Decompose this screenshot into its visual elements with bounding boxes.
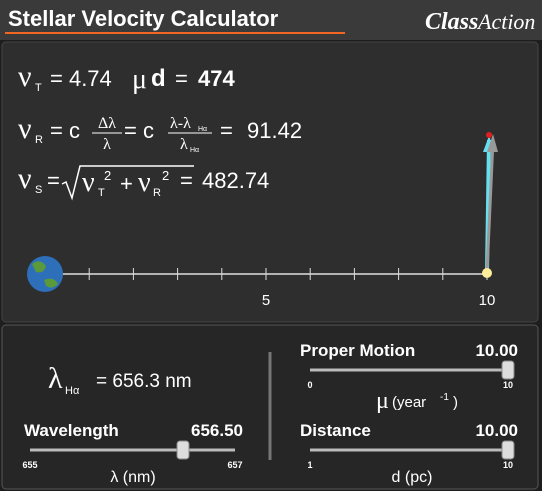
unit: (year [392, 394, 426, 411]
fraction-den: λ [103, 136, 111, 153]
unit: d (pc) [392, 469, 433, 486]
subscript: R [35, 134, 43, 146]
fraction-den: λ [180, 136, 188, 153]
formula-text: = c [124, 118, 154, 143]
result: 474 [198, 66, 235, 91]
sqrt-sign [61, 165, 194, 201]
formula-text: = c [50, 118, 80, 143]
scale-label: 10 [479, 292, 496, 309]
d: d [151, 65, 166, 92]
earth [27, 256, 63, 292]
distance-scale [45, 268, 488, 280]
arrow-head [487, 134, 498, 152]
subscript: Hα [198, 126, 207, 133]
slider-value: 10.00 [475, 421, 518, 440]
exponent: 2 [104, 168, 111, 183]
slider-label: Proper Motion [300, 341, 415, 360]
formula-text: = [180, 168, 193, 193]
result: 482.74 [202, 168, 269, 193]
main-panel [1, 41, 539, 323]
slider-thumb[interactable] [501, 360, 515, 380]
exponent: 2 [162, 168, 169, 183]
fraction-num: λ-λ [170, 115, 191, 132]
slider-thumb[interactable] [501, 440, 515, 460]
symbol: ν [18, 60, 32, 93]
symbol: ν [82, 167, 95, 198]
slider-label: Distance [300, 421, 371, 440]
unit: λ (nm) [110, 469, 155, 486]
unit: ) [453, 394, 458, 411]
scale-label: 5 [262, 292, 270, 309]
slider-min: 0 [307, 380, 312, 390]
symbol: ν [18, 162, 32, 195]
fraction-num: Δλ [98, 115, 116, 132]
star [482, 268, 492, 278]
slider-max: 657 [227, 460, 242, 470]
earth-land [32, 261, 58, 288]
subscript: S [35, 184, 42, 196]
slider-value: 656.50 [191, 421, 243, 440]
symbol: ν [138, 167, 151, 198]
result: 91.42 [247, 118, 302, 143]
subscript: T [98, 187, 105, 199]
slider-min: 1 [307, 460, 312, 470]
rest-wavelength: = 656.3 nm [96, 371, 192, 392]
slider-min: 655 [22, 460, 37, 470]
slider-max: 10 [503, 380, 513, 390]
space-arrow [485, 139, 495, 273]
radial-marker [486, 132, 492, 138]
unit-symbol: μ [376, 388, 389, 414]
subscript: R [153, 187, 161, 199]
logo-class[interactable]: Class [425, 9, 478, 35]
title: Stellar Velocity Calculator [8, 6, 279, 31]
subscript: T [35, 82, 42, 94]
slider-label: Wavelength [24, 421, 119, 440]
formula-text: = [47, 168, 60, 193]
logo-action[interactable]: Action [476, 9, 535, 34]
formula-text: = [175, 66, 188, 91]
formula-text: = [220, 118, 233, 143]
subscript: Hα [190, 147, 199, 154]
symbol: ν [18, 112, 32, 145]
symbol: λ [48, 362, 63, 395]
formula-text: + [120, 171, 133, 196]
slider-value: 10.00 [475, 341, 518, 360]
formula-text: = 4.74 [50, 66, 112, 91]
mu: μ [132, 64, 147, 95]
slider-thumb[interactable] [176, 440, 190, 460]
slider-max: 10 [503, 460, 513, 470]
subscript: Hα [65, 385, 80, 397]
unit-exp: -1 [440, 392, 449, 403]
